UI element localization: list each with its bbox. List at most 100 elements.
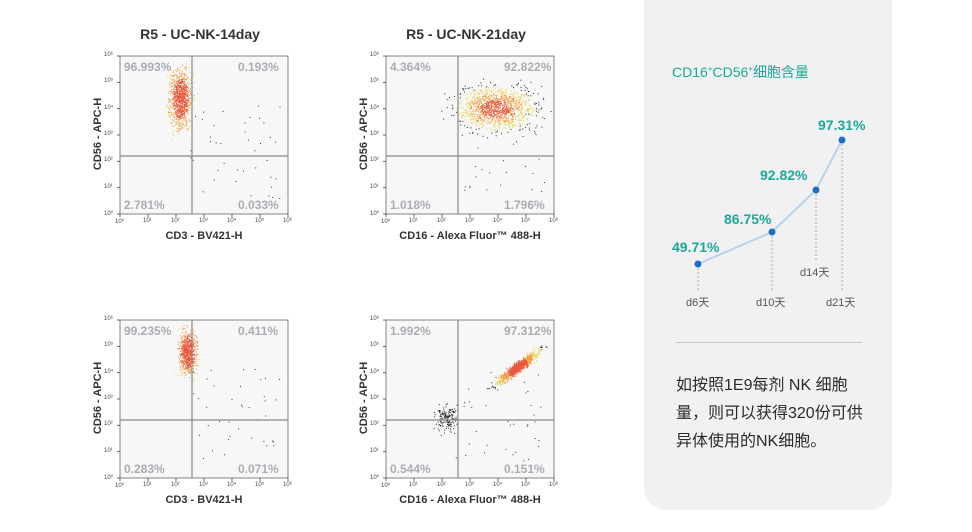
event-dot bbox=[496, 130, 498, 132]
event-dot bbox=[180, 348, 182, 350]
event-dot bbox=[183, 106, 185, 108]
event-dot bbox=[178, 90, 180, 92]
event-dot bbox=[527, 360, 529, 362]
event-dot bbox=[517, 108, 519, 110]
event-dot bbox=[529, 113, 531, 115]
event-dot bbox=[446, 107, 448, 109]
event-dot bbox=[509, 366, 511, 368]
event-dot bbox=[441, 416, 443, 418]
y-axis-label: CD56 - APC-H bbox=[92, 361, 104, 435]
event-dot bbox=[513, 371, 515, 373]
event-dot bbox=[468, 104, 470, 105]
event-dot bbox=[184, 79, 186, 81]
event-dot bbox=[485, 113, 487, 115]
event-dot bbox=[193, 357, 195, 359]
event-dot bbox=[500, 377, 502, 379]
event-dot bbox=[182, 79, 184, 81]
event-dot bbox=[517, 366, 519, 368]
event-dot bbox=[472, 113, 474, 115]
event-dot bbox=[184, 368, 186, 370]
event-dot bbox=[275, 178, 277, 180]
event-dot bbox=[189, 370, 191, 372]
event-dot bbox=[445, 406, 447, 408]
event-dot bbox=[538, 446, 539, 447]
event-dot bbox=[483, 111, 484, 113]
event-dot bbox=[178, 101, 180, 103]
event-dot bbox=[445, 404, 447, 405]
event-dot bbox=[167, 101, 169, 103]
event-dot bbox=[183, 75, 185, 77]
event-dot bbox=[497, 389, 499, 391]
event-dot bbox=[489, 108, 491, 110]
event-dot bbox=[180, 122, 182, 124]
event-dot bbox=[523, 359, 524, 361]
event-dot bbox=[482, 119, 484, 121]
event-dot bbox=[534, 102, 536, 104]
event-dot bbox=[499, 381, 501, 383]
event-dot bbox=[451, 418, 453, 420]
event-dot bbox=[497, 378, 499, 380]
event-dot bbox=[179, 76, 180, 78]
event-dot bbox=[518, 114, 520, 116]
event-dot bbox=[181, 338, 183, 340]
event-dot bbox=[169, 99, 171, 101]
event-dot bbox=[529, 129, 530, 131]
event-dot bbox=[516, 141, 517, 143]
x-tick-label: 10³ bbox=[199, 218, 208, 224]
event-dot bbox=[186, 349, 188, 351]
event-dot bbox=[495, 98, 497, 100]
x-axis-label: CD3 - BV421-H bbox=[165, 230, 243, 242]
event-dot bbox=[474, 103, 476, 105]
event-dot bbox=[498, 107, 500, 109]
event-dot bbox=[176, 106, 178, 108]
event-dot bbox=[180, 354, 181, 356]
event-dot bbox=[193, 82, 195, 84]
event-dot bbox=[491, 100, 493, 102]
event-dot bbox=[479, 96, 481, 98]
event-dot bbox=[530, 359, 532, 361]
event-dot bbox=[513, 92, 515, 94]
event-dot bbox=[189, 346, 190, 348]
event-dot bbox=[506, 118, 508, 120]
event-dot bbox=[517, 368, 519, 370]
event-dot bbox=[483, 99, 485, 100]
event-dot bbox=[498, 103, 500, 105]
event-dot bbox=[259, 117, 260, 119]
event-dot bbox=[487, 111, 489, 113]
event-dot bbox=[173, 94, 175, 96]
event-dot bbox=[494, 88, 496, 90]
event-dot bbox=[499, 117, 501, 119]
event-dot bbox=[508, 118, 509, 120]
event-dot bbox=[192, 87, 194, 89]
event-dot bbox=[524, 360, 526, 362]
event-dot bbox=[190, 339, 192, 341]
event-dot bbox=[187, 339, 189, 341]
event-dot bbox=[518, 108, 520, 110]
event-dot bbox=[481, 85, 483, 87]
event-dot bbox=[504, 102, 506, 104]
event-dot bbox=[504, 117, 506, 119]
event-dot bbox=[469, 102, 471, 104]
event-dot bbox=[504, 95, 506, 97]
event-dot bbox=[479, 99, 481, 101]
event-dot bbox=[177, 123, 179, 125]
event-dot bbox=[492, 93, 494, 95]
event-dot bbox=[527, 363, 529, 365]
event-dot bbox=[186, 354, 188, 356]
event-dot bbox=[448, 409, 450, 411]
event-dot bbox=[185, 88, 187, 90]
y-tick-label: 10⁴ bbox=[104, 368, 114, 375]
event-dot bbox=[173, 113, 175, 115]
event-dot bbox=[517, 371, 518, 372]
event-dot bbox=[257, 105, 259, 107]
event-dot bbox=[506, 106, 507, 108]
event-dot bbox=[513, 87, 514, 89]
event-dot bbox=[527, 355, 529, 357]
event-dot bbox=[187, 95, 189, 97]
event-dot bbox=[467, 113, 469, 115]
event-dot bbox=[517, 361, 519, 363]
event-dot bbox=[451, 411, 453, 413]
event-dot bbox=[459, 97, 461, 99]
event-dot bbox=[496, 118, 498, 120]
event-dot bbox=[496, 97, 498, 99]
